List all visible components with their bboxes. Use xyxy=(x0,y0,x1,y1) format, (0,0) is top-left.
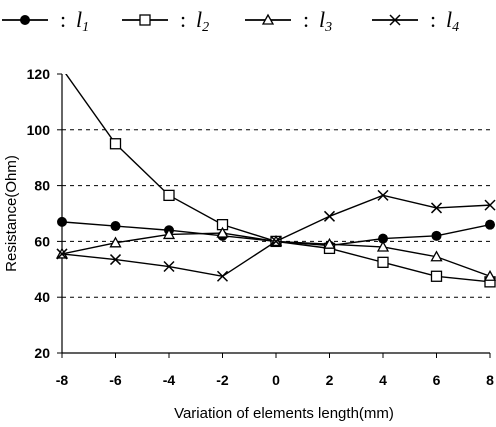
series-4-point xyxy=(377,189,389,201)
legend-entry-3: : l3 xyxy=(245,7,332,35)
x-tick-label: 0 xyxy=(272,372,280,388)
x-tick-label: -8 xyxy=(56,372,69,388)
x-tick-label: 8 xyxy=(486,372,494,388)
legend-entry-4: : l4 xyxy=(372,7,459,35)
series-1-point xyxy=(378,233,388,244)
series-line-2 xyxy=(65,74,490,283)
legend-label-4: l4 xyxy=(446,7,459,35)
legend-label-2: l2 xyxy=(196,7,209,35)
series-1-point xyxy=(110,221,121,232)
series-2-point xyxy=(377,256,389,268)
series-3-point xyxy=(162,228,176,240)
legend-marker-4 xyxy=(389,14,401,26)
x-tick-label: 6 xyxy=(433,372,441,388)
y-tick-label: 100 xyxy=(27,122,51,138)
legend-label-3: l3 xyxy=(319,7,332,35)
y-tick-label: 20 xyxy=(34,345,50,361)
series-3-point xyxy=(376,240,390,252)
x-axis-label: Variation of elements length(mm) xyxy=(174,405,394,422)
legend-label-1: l1 xyxy=(76,7,89,35)
series-4-point xyxy=(56,248,68,260)
x-tick-label: -2 xyxy=(216,372,229,388)
y-tick-label: 60 xyxy=(34,233,50,249)
series-4-point xyxy=(216,270,229,282)
legend-colon: : xyxy=(303,7,309,32)
series-4-point xyxy=(323,210,336,222)
series-2-point xyxy=(163,189,175,202)
y-tick-label: 40 xyxy=(34,289,50,305)
x-tick-label: -4 xyxy=(163,372,176,388)
y-axis-label: Resistance(Ohm) xyxy=(3,155,20,272)
y-tick-label: 120 xyxy=(27,66,51,82)
legend-marker-1 xyxy=(20,15,30,25)
series-4-point xyxy=(430,202,443,214)
series-2-point xyxy=(109,138,122,150)
x-tick-label: 2 xyxy=(326,372,334,388)
series-1-point xyxy=(57,216,67,227)
legend-colon: : xyxy=(430,7,436,32)
series-4-point xyxy=(484,199,496,211)
series-3-point xyxy=(323,237,336,249)
series-4-point xyxy=(109,254,122,266)
series-3-point xyxy=(483,269,496,281)
legend-marker-2 xyxy=(139,14,151,26)
legend-entry-2: : l2 xyxy=(122,7,209,35)
x-tick-label: -6 xyxy=(109,372,122,388)
legend-colon: : xyxy=(180,7,186,32)
x-tick-label: 4 xyxy=(379,372,387,388)
legend-marker-3 xyxy=(261,13,275,25)
legend-entry-1: : l1 xyxy=(2,7,89,35)
series-4-point xyxy=(163,260,175,273)
series-2-point xyxy=(430,270,443,282)
series-1-point xyxy=(431,230,442,241)
series-4-point xyxy=(270,235,282,247)
y-tick-label: 80 xyxy=(34,178,50,194)
legend-colon: : xyxy=(60,7,66,32)
series-3-point xyxy=(216,226,229,238)
series-3-point xyxy=(109,236,122,248)
series-1-point xyxy=(485,219,495,230)
series-3-point xyxy=(430,250,443,262)
